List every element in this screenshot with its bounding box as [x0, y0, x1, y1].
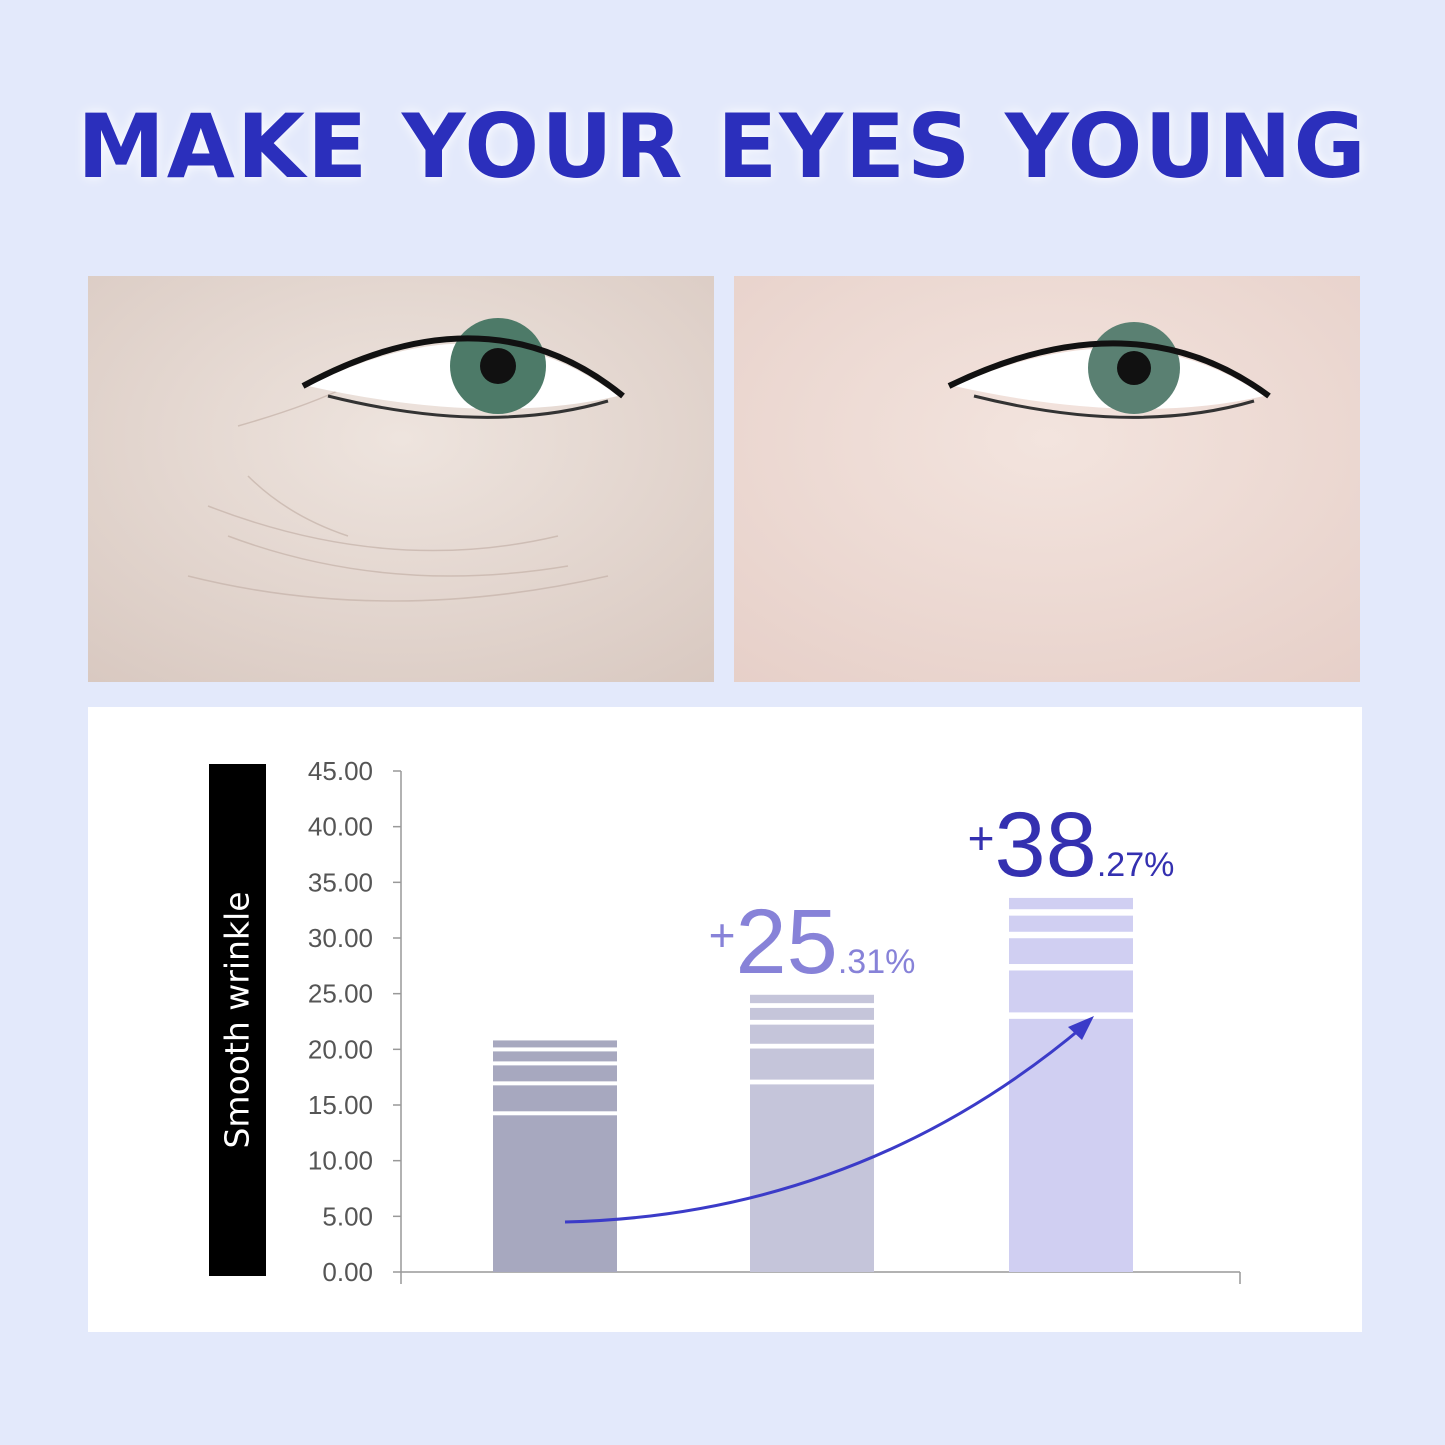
- after-photo: [734, 276, 1360, 682]
- bar-segment: [750, 1048, 874, 1080]
- bar-segment: [1009, 915, 1133, 932]
- bar-segment: [750, 994, 874, 1004]
- y-tick-label: 35.00: [308, 867, 373, 897]
- y-tick-label: 15.00: [308, 1090, 373, 1120]
- y-tick-label: 0.00: [322, 1257, 373, 1287]
- y-tick-label: 45.00: [308, 756, 373, 786]
- chart-card: [88, 707, 1362, 1332]
- percent-label: +38.27%: [968, 794, 1175, 896]
- bar-segment: [1009, 970, 1133, 1013]
- bar-segment: [750, 1024, 874, 1044]
- arrow-head-icon: [1068, 1016, 1094, 1040]
- y-tick-label: 20.00: [308, 1034, 373, 1064]
- bar-2: [750, 1084, 874, 1272]
- eye-after-image: [734, 276, 1360, 682]
- percent-label: +25.31%: [709, 891, 916, 993]
- y-tick-label: 10.00: [308, 1146, 373, 1176]
- page-title: MAKE YOUR EYES YOUNG: [77, 95, 1368, 198]
- bar-1: [493, 1115, 617, 1272]
- bar-3: [1009, 1018, 1133, 1272]
- bar-segment: [1009, 897, 1133, 910]
- bar-segment: [493, 1040, 617, 1048]
- bar-segment: [493, 1051, 617, 1062]
- bar-segment: [1009, 938, 1133, 965]
- y-tick-label: 30.00: [308, 923, 373, 953]
- bar-segment: [493, 1065, 617, 1082]
- y-tick-label: 40.00: [308, 812, 373, 842]
- y-tick-label: 5.00: [322, 1201, 373, 1231]
- trend-arrow: [564, 1023, 1086, 1224]
- bar-segment: [750, 1007, 874, 1020]
- y-tick-label: 25.00: [308, 979, 373, 1009]
- before-photo: [88, 276, 714, 682]
- bar-segment: [493, 1085, 617, 1112]
- y-axis-label-box: [209, 764, 266, 1276]
- eye-before-image: [88, 276, 714, 682]
